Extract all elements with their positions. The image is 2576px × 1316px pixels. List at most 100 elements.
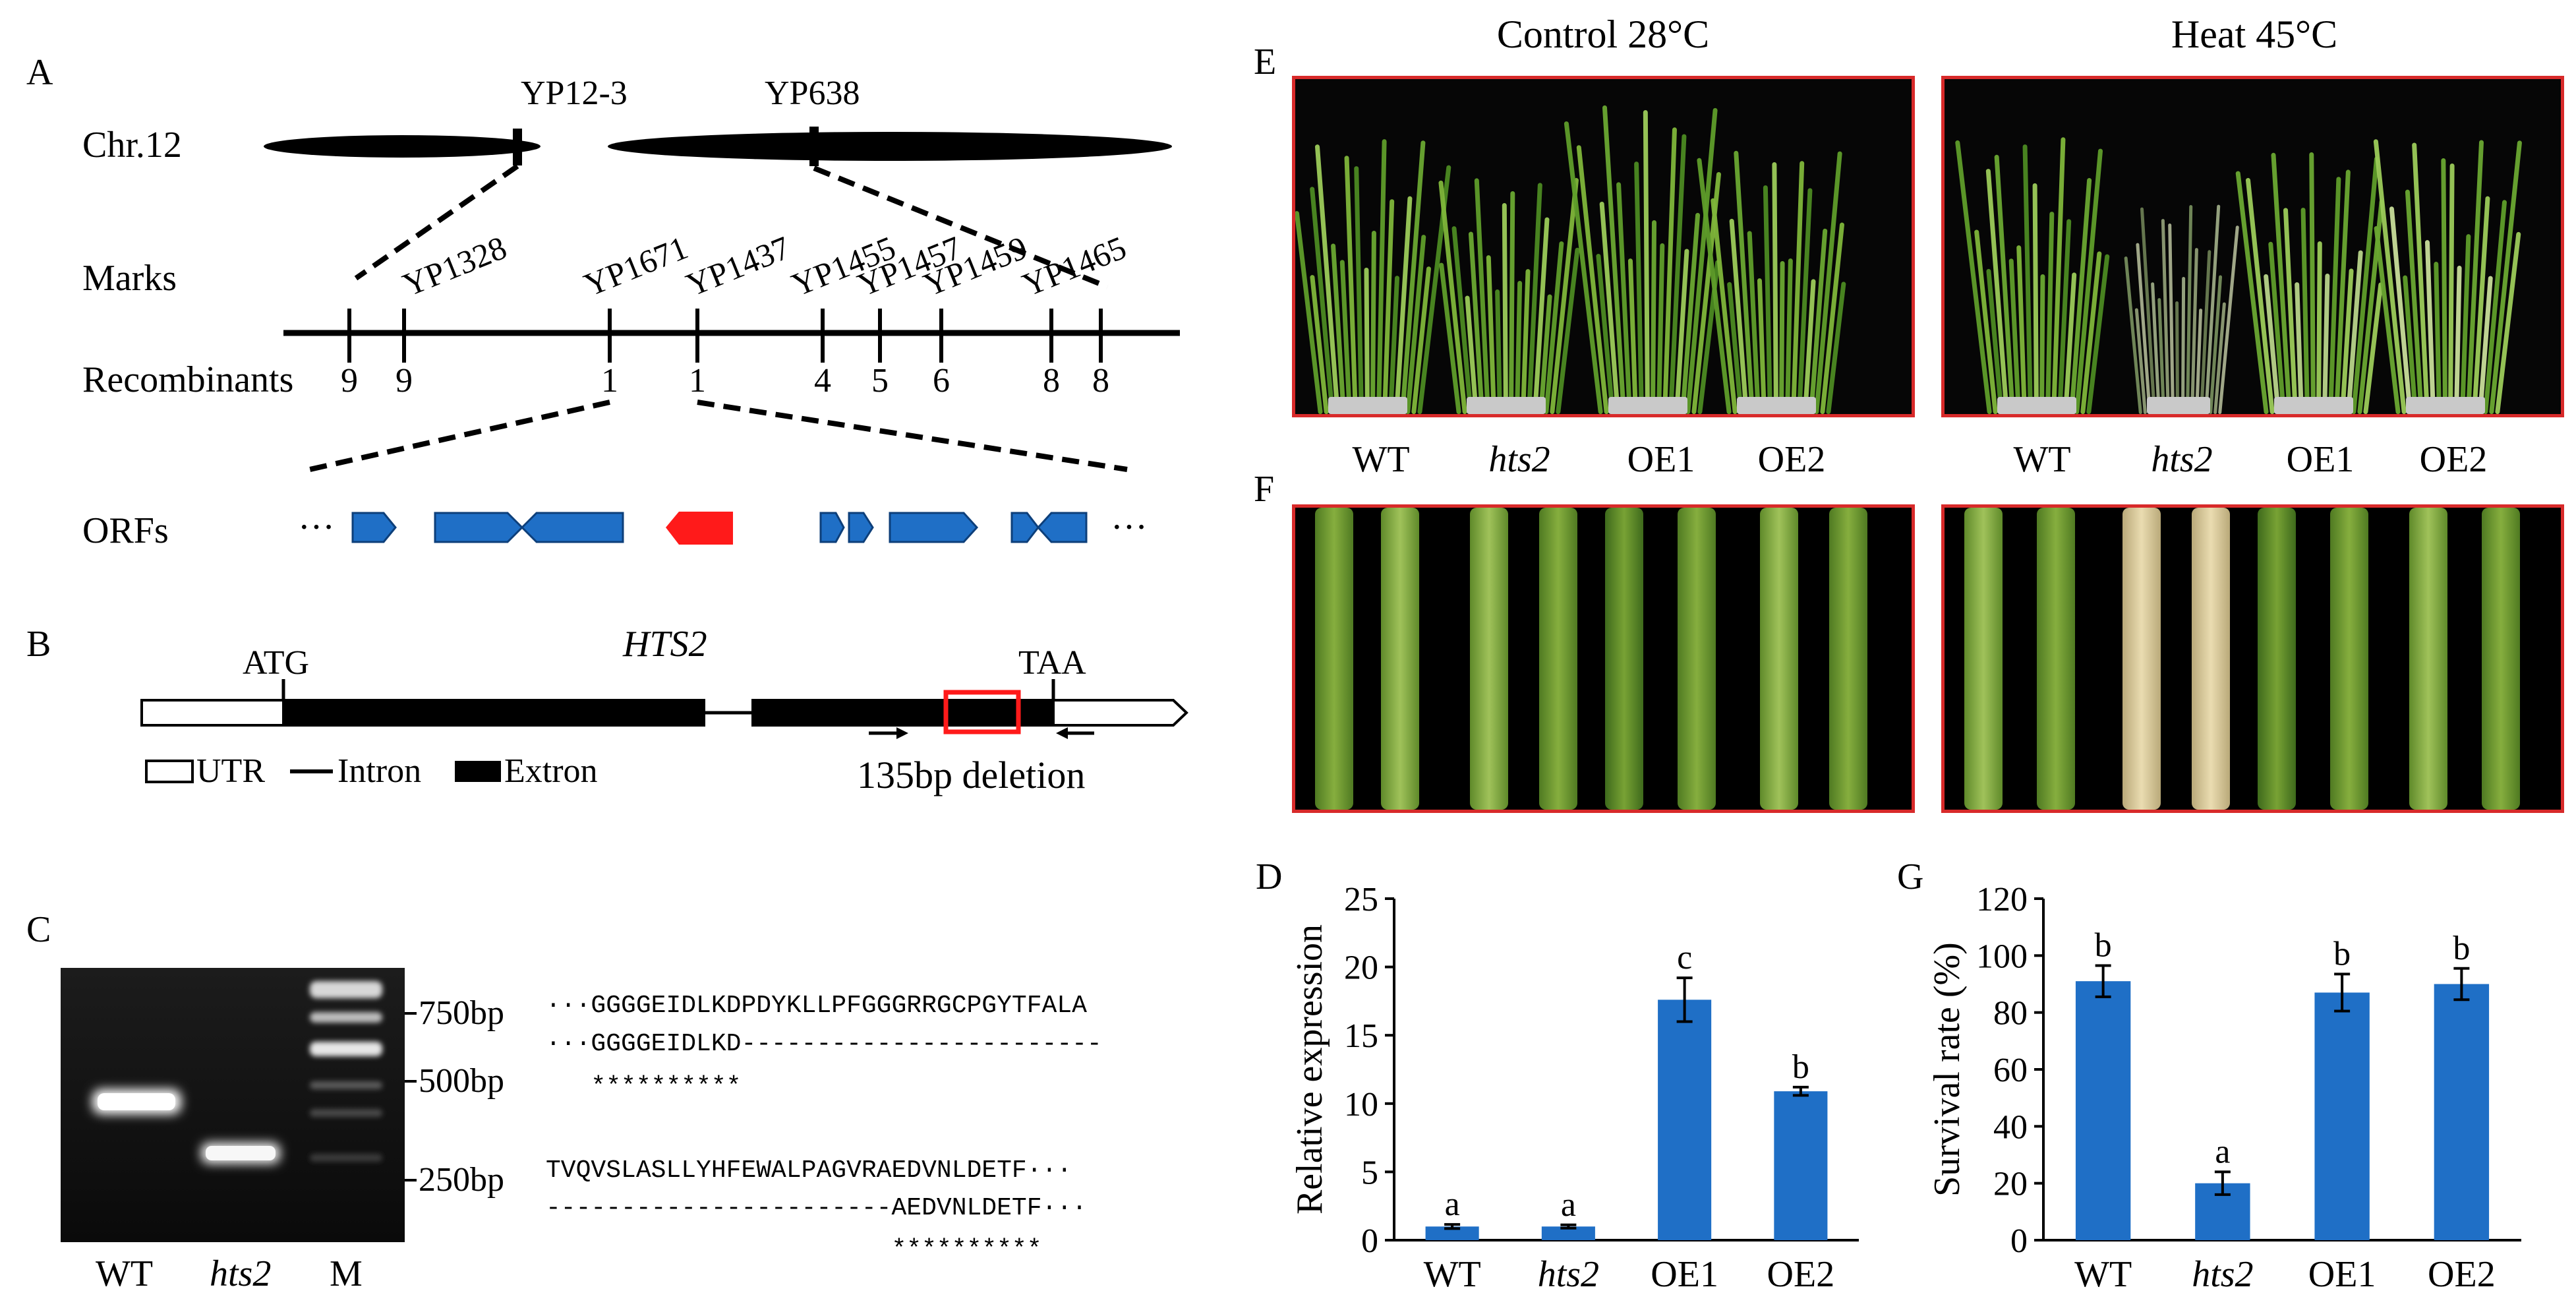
plant-leaf [2039,274,2045,414]
orf-arrow [848,512,874,543]
plant-pot [2147,397,2210,414]
recombinant-count: 5 [871,362,889,400]
fine-marker-yp1671: YP1671 [579,229,693,303]
deletion-label: 135bp deletion [857,754,1085,796]
y-axis-label: Relative expression [1289,924,1330,1214]
genotype-label: OE2 [1758,439,1826,480]
leaf-photo-control [1292,504,1915,813]
panel-label-g: G [1897,856,1923,897]
orf-arrow [434,512,524,543]
y-tick-label: 40 [1993,1108,2028,1146]
zoom-line-orf-left [309,400,610,472]
orf-arrow [889,512,979,543]
leaf-segment [1539,508,1577,810]
x-tick-label: WT [1424,1254,1481,1295]
marker-tick-yp12-3 [513,129,522,165]
y-tick-label: 60 [1993,1052,2028,1089]
plant-leaf [1643,109,1650,414]
lane-label-marker: M [330,1253,363,1294]
plant-leaf [2440,158,2447,414]
panel-d-chart: D 0 5 10 15 20 25 Relative expression a WT a hts2 c… [1256,856,1859,1295]
lane-label-wt: WT [96,1253,153,1294]
genotype-label: hts2 [1488,439,1550,480]
fine-marker-yp1328: YP1328 [397,229,512,303]
ladder-band [310,981,382,998]
alignment-line: TVQVSLASLLYHFEWALPAGVRAEDVNLDETF··· [546,1156,1072,1185]
bar [2314,992,2370,1240]
significance-letter: a [2215,1133,2230,1170]
alignment-stars: ********** [546,1236,1042,1264]
bar [1425,1226,1479,1240]
y-axis-label: Survival rate (%) [1927,942,1968,1197]
leaf-segment [2037,508,2075,810]
bar [1541,1226,1595,1240]
recombinants-row-label: Recombinants [82,359,293,400]
leaf-photo-heat [1941,504,2564,813]
panel-label-d: D [1256,856,1282,897]
panel-label-b: B [26,624,51,665]
lane-label-hts2: hts2 [210,1253,271,1294]
gel-band-hts2-core [206,1146,276,1160]
plant-pot [1608,397,1687,414]
genotype-label: WT [1352,439,1409,480]
candidate-orf-arrow [666,512,733,545]
panel-label-c: C [26,909,51,950]
legend-exon-label: Extron [504,752,598,790]
significance-letter: c [1677,939,1692,976]
orf-arrow [520,512,624,543]
zoom-line-orf-right [697,400,1128,472]
recombinant-count: 8 [1092,362,1109,400]
marker-label-yp638: YP638 [765,75,860,112]
significance-letter: b [2333,935,2351,972]
recombinant-count: 6 [933,362,950,400]
x-tick-label: hts2 [1538,1254,1599,1295]
leaf-segment [1829,508,1867,810]
leaf-segment [1381,508,1419,810]
x-tick-label: OE2 [2428,1254,2496,1295]
marker-tick-yp638 [809,127,819,166]
ladder-label-750: 750bp [419,994,504,1032]
panel-e-f-text: E F Control 28°C Heat 45°C WT hts2 OE1 O… [1254,13,2487,510]
plant-pot [1737,397,1816,414]
plant-leaf [2032,183,2039,414]
y-tick-label: 5 [1361,1154,1378,1191]
orf-arrow [1036,512,1088,543]
fine-map-ticks [347,309,1103,363]
condition-control: Control 28°C [1497,13,1709,56]
y-tick-label: 0 [1361,1222,1378,1260]
leaf-segment [1678,508,1716,810]
x-tick-label: OE1 [1651,1254,1718,1295]
plant-pot [2274,397,2353,414]
significance-letter: a [1445,1185,1460,1223]
ladder-band [310,1012,382,1023]
alignment-line: ···GGGGEIDLKD------------------------ [546,1030,1102,1058]
significance-letter: a [1561,1186,1576,1224]
leaf-segment [1605,508,1643,810]
leaf-segment [1760,508,1798,810]
plant-leaf [1370,231,1377,414]
zoom-line-right [813,165,1109,289]
deletion-box [943,690,1021,734]
fine-marker-yp1465: YP1465 [1017,229,1131,303]
plant-photo-control [1292,76,1915,417]
ladder-band [310,1154,382,1162]
plant-leaf [1576,144,1609,414]
alignment-stars: ********** [546,1073,741,1101]
panel-c: C WT hts2 M 750bp [26,909,1102,1294]
chromosome-label: Chr.12 [82,125,182,165]
plant-leaf [2489,140,2523,414]
plant-leaf [2448,163,2455,414]
panel-label-f: F [1254,469,1274,510]
significance-letter: b [2095,926,2112,964]
primer-forward-arrowhead [896,727,908,739]
leaf-segment [1315,508,1353,810]
recombinant-count: 8 [1043,362,1060,400]
legend-utr-label: UTR [196,752,265,790]
plant-leaf [1651,220,1657,414]
gel-band-wt-core [98,1093,175,1110]
genotype-label: OE1 [2287,439,2355,480]
x-tick-label: hts2 [2192,1254,2253,1295]
x-tick-label: WT [2074,1254,2132,1295]
y-tick-label: 20 [1993,1166,2028,1203]
panel-b: B HTS2 ATG TAA 135bp deletion UTR Intron… [26,624,1188,796]
